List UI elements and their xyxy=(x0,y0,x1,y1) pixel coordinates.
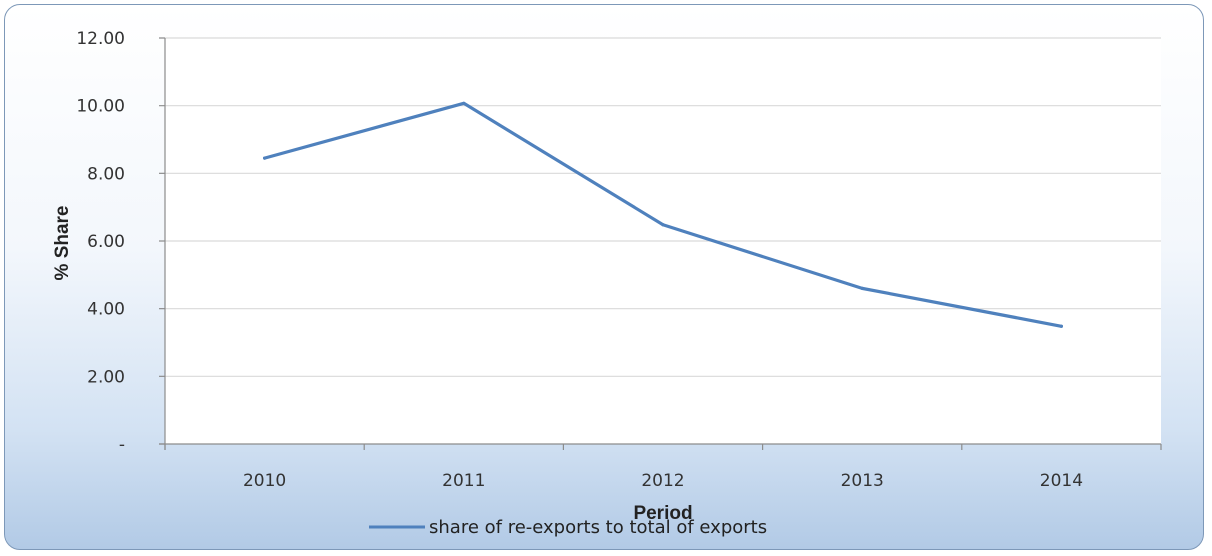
x-tick-label: 2011 xyxy=(442,471,485,491)
y-tick-label: 2.00 xyxy=(87,367,125,387)
axes xyxy=(159,37,1162,450)
y-tick-label: 4.00 xyxy=(87,300,125,320)
data-point xyxy=(263,156,267,160)
x-axis-title: Period xyxy=(633,503,692,524)
data-point xyxy=(1059,324,1063,328)
y-tick-label: 8.00 xyxy=(87,164,125,184)
y-tick-label: 12.00 xyxy=(76,29,125,49)
y-tick-label: 6.00 xyxy=(87,232,125,252)
x-tick-label: 2014 xyxy=(1040,471,1083,491)
x-tick-label: 2010 xyxy=(243,471,286,491)
legend-label: share of re-exports to total of exports xyxy=(429,517,767,538)
chart-frame: - 2.00 4.00 6.00 8.00 10.00 12.00 2010 2011 2012… xyxy=(4,4,1204,550)
y-axis-title: % Share xyxy=(52,206,73,281)
data-point xyxy=(462,101,466,105)
x-tick-labels: 2010 2011 2012 2013 2014 xyxy=(243,471,1083,491)
grid-lines xyxy=(165,37,1161,377)
data-point xyxy=(661,223,665,227)
y-tick-label: 10.00 xyxy=(76,97,125,117)
y-tick-label: - xyxy=(119,435,125,455)
line-chart: - 2.00 4.00 6.00 8.00 10.00 12.00 2010 2011 2012… xyxy=(52,29,1162,538)
legend: share of re-exports to total of exports xyxy=(369,517,767,538)
data-point xyxy=(860,286,864,290)
x-tick-label: 2013 xyxy=(841,471,884,491)
x-tick-label: 2012 xyxy=(641,471,684,491)
y-tick-labels: - 2.00 4.00 6.00 8.00 10.00 12.00 xyxy=(76,29,125,455)
series-group xyxy=(263,101,1064,328)
